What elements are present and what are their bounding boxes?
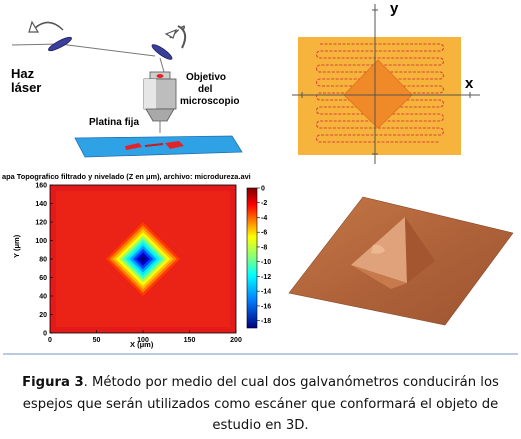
colorbar-tick-label: -6 [261,230,267,237]
sample-mark [125,143,142,150]
rotation-arrow-icon [164,28,178,39]
heatmap-ylabel: Y (μm) [12,234,21,258]
objective-label-line3: microscopio [180,96,240,107]
galvo-mirror-1 [48,36,72,52]
colorbar-tick-label: -16 [261,303,271,310]
objective-label-line1: Objetivo [186,72,227,83]
y-tick-label: 80 [39,257,47,264]
sample-diamond [343,59,413,129]
heatmap-xlabel: X (μm) [130,340,154,349]
y-tick-label: 160 [35,183,47,190]
sample-mark [165,141,184,149]
raster-scan-path [315,43,445,143]
rotation-arrow-icon [34,21,64,31]
rotation-arrow-icon [28,20,40,33]
indentation-face [351,265,407,289]
x-tick-label: 200 [230,337,242,344]
caption-text: . Método por medio del cual dos galvanóm… [22,375,499,433]
laser-label-line1: Haz [11,66,35,81]
colorbar-tick-label: -12 [261,274,271,281]
rotation-arrow-icon [177,25,187,49]
heatmap-contour-band [139,255,147,263]
caption-label: Figura 3 [22,375,84,390]
y-tick-label: 40 [39,294,47,301]
sample-mark [144,143,164,147]
y-tick-label: 140 [35,201,47,208]
objective-tip [145,108,175,122]
objective-highlight [144,79,156,109]
y-tick-label: 100 [35,238,47,245]
x-tick-label: 100 [137,337,149,344]
indentation-face [405,217,435,283]
beam-line [11,43,61,46]
colorbar-tick-label: 0 [261,186,265,193]
colorbar-tick-label: -4 [261,215,267,222]
y-tick-label: 20 [39,312,47,319]
y-tick-label: 120 [35,220,47,227]
setup-diagram [11,20,243,158]
caption-divider [3,353,518,355]
laser-label-line2: láser [11,80,42,95]
colorbar-tick-label: -14 [261,289,271,296]
galvo-mirror-2 [151,44,173,60]
heatmap-title: apa Topografico filtrado y nivelado (Z e… [2,172,251,181]
fixed-stage [74,135,243,158]
surface-highlight [371,244,385,254]
colorbar [246,187,258,329]
figure-caption: Figura 3. Método por medio del cual dos … [8,372,513,437]
y-tick-label: 60 [39,275,47,282]
colorbar-tick-label: -2 [261,200,267,207]
x-tick-label: 0 [48,337,52,344]
heatmap-indentation [105,222,181,296]
y-tick-label: 0 [43,331,47,338]
surface-3d [288,196,514,326]
beam-line [59,43,156,57]
scan-x-label: x [465,75,474,92]
objective-label-line2: del [198,84,213,95]
scan-diagram [292,4,480,164]
beam-line [159,57,165,73]
colorbar-tick-label: -18 [261,318,271,325]
objective-lens-dot [156,74,164,78]
stage-label: Platina fija [89,117,140,128]
x-tick-label: 150 [184,337,196,344]
x-tick-label: 50 [93,337,101,344]
colorbar-tick-label: -10 [261,259,271,266]
heatmap-chart: 0 50 100 150 200 0 20 40 60 80 100 120 140 160 0 -2 -4… [35,183,271,345]
scan-y-label: y [390,0,399,17]
colorbar-tick-label: -8 [261,244,267,251]
